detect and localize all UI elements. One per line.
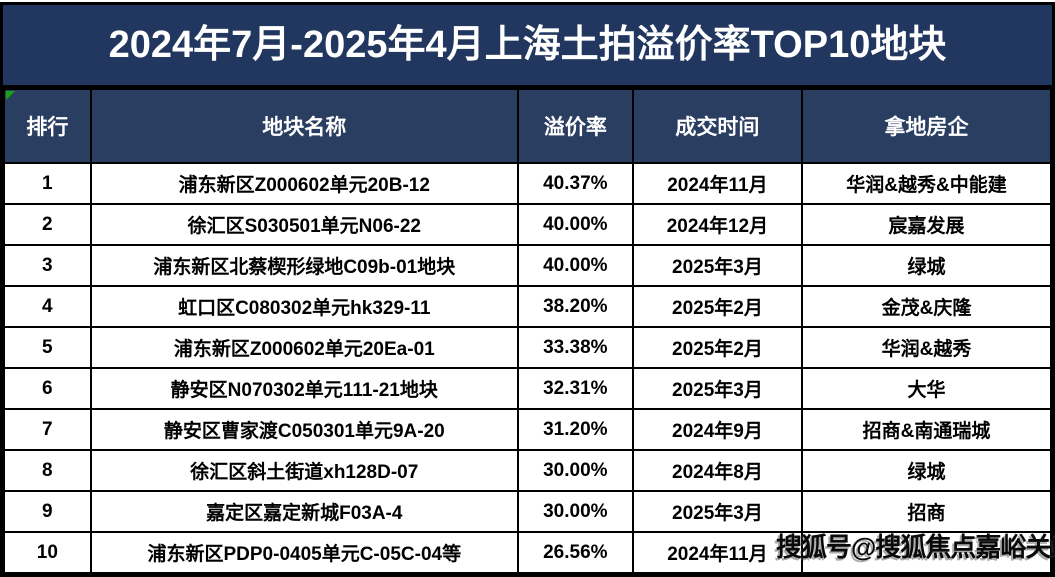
rank-cell: 8 xyxy=(3,449,92,492)
deal-date-cell: 2024年9月 xyxy=(631,408,804,451)
developer-cell: 大华 xyxy=(801,367,1052,410)
premium-rate-cell: 26.56% xyxy=(516,531,634,574)
sohu-watermark: 搜狐号@搜狐焦点嘉峪关站 xyxy=(776,532,1055,562)
developer-cell: 金茂&庆隆 xyxy=(801,285,1052,328)
table-row: 6 静安区N070302单元111-21地块 32.31% 2025年3月 大华 xyxy=(3,367,1052,410)
deal-date-cell: 2025年2月 xyxy=(631,326,804,369)
table-row: 7 静安区曹家渡C050301单元9A-20 31.20% 2024年9月 招商… xyxy=(3,408,1052,451)
developer-cell: 华润&越秀 xyxy=(801,326,1052,369)
premium-rate-cell: 33.38% xyxy=(516,326,634,369)
premium-rate-cell: 30.00% xyxy=(516,449,634,492)
premium-rate-cell: 40.00% xyxy=(516,244,634,287)
deal-date-cell: 2025年3月 xyxy=(631,244,804,287)
plot-name-cell: 静安区曹家渡C050301单元9A-20 xyxy=(89,408,519,451)
plot-name-cell: 浦东新区Z000602单元20Ea-01 xyxy=(89,326,519,369)
plot-name-cell: 嘉定区嘉定新城F03A-4 xyxy=(89,490,519,533)
col-header-plot-name: 地块名称 xyxy=(89,88,519,164)
developer-cell: 招商&南通瑞城 xyxy=(801,408,1052,451)
col-header-developer: 拿地房企 xyxy=(801,88,1052,164)
table-row: 4 虹口区C080302单元hk329-11 38.20% 2025年2月 金茂… xyxy=(3,285,1052,328)
rank-cell: 10 xyxy=(3,531,92,574)
excel-error-indicator-icon xyxy=(6,91,15,100)
deal-date-cell: 2024年8月 xyxy=(631,449,804,492)
premium-rate-table: 排行 地块名称 溢价率 成交时间 拿地房企 1 浦东新区Z000602单元20B… xyxy=(3,88,1052,574)
table-row: 5 浦东新区Z000602单元20Ea-01 33.38% 2025年2月 华润… xyxy=(3,326,1052,369)
col-header-rank-label: 排行 xyxy=(26,116,69,139)
deal-date-cell: 2024年12月 xyxy=(631,203,804,246)
premium-rate-cell: 30.00% xyxy=(516,490,634,533)
developer-cell: 华润&越秀&中能建 xyxy=(801,162,1052,205)
developer-cell: 招商 xyxy=(801,490,1052,533)
premium-rate-cell: 32.31% xyxy=(516,367,634,410)
table-row: 1 浦东新区Z000602单元20B-12 40.37% 2024年11月 华润… xyxy=(3,162,1052,205)
col-header-premium-rate: 溢价率 xyxy=(516,88,634,164)
rank-cell: 5 xyxy=(3,326,92,369)
col-header-deal-date: 成交时间 xyxy=(631,88,804,164)
developer-cell: 绿城 xyxy=(801,244,1052,287)
premium-rate-cell: 38.20% xyxy=(516,285,634,328)
plot-name-cell: 静安区N070302单元111-21地块 xyxy=(89,367,519,410)
rank-cell: 6 xyxy=(3,367,92,410)
rank-cell: 3 xyxy=(3,244,92,287)
deal-date-cell: 2025年2月 xyxy=(631,285,804,328)
deal-date-cell: 2024年11月 xyxy=(631,162,804,205)
premium-rate-cell: 40.00% xyxy=(516,203,634,246)
plot-name-cell: 浦东新区北蔡楔形绿地C09b-01地块 xyxy=(89,244,519,287)
table-row: 9 嘉定区嘉定新城F03A-4 30.00% 2025年3月 招商 xyxy=(3,490,1052,533)
rank-cell: 4 xyxy=(3,285,92,328)
rank-cell: 7 xyxy=(3,408,92,451)
deal-date-cell: 2025年3月 xyxy=(631,367,804,410)
col-header-rank: 排行 xyxy=(3,88,92,164)
table-row: 2 徐汇区S030501单元N06-22 40.00% 2024年12月 宸嘉发… xyxy=(3,203,1052,246)
plot-name-cell: 浦东新区Z000602单元20B-12 xyxy=(89,162,519,205)
rank-cell: 2 xyxy=(3,203,92,246)
table-header-row: 排行 地块名称 溢价率 成交时间 拿地房企 xyxy=(3,88,1052,164)
plot-name-cell: 虹口区C080302单元hk329-11 xyxy=(89,285,519,328)
table-row: 8 徐汇区斜土街道xh128D-07 30.00% 2024年8月 绿城 xyxy=(3,449,1052,492)
rank-cell: 9 xyxy=(3,490,92,533)
plot-name-cell: 徐汇区S030501单元N06-22 xyxy=(89,203,519,246)
premium-rate-cell: 31.20% xyxy=(516,408,634,451)
premium-rate-cell: 40.37% xyxy=(516,162,634,205)
developer-cell: 绿城 xyxy=(801,449,1052,492)
plot-name-cell: 徐汇区斜土街道xh128D-07 xyxy=(89,449,519,492)
plot-name-cell: 浦东新区PDP0-0405单元C-05C-04等 xyxy=(89,531,519,574)
table-row: 3 浦东新区北蔡楔形绿地C09b-01地块 40.00% 2025年3月 绿城 xyxy=(3,244,1052,287)
deal-date-cell: 2025年3月 xyxy=(631,490,804,533)
page-title: 2024年7月-2025年4月上海土拍溢价率TOP10地块 xyxy=(3,5,1052,88)
developer-cell: 宸嘉发展 xyxy=(801,203,1052,246)
rank-cell: 1 xyxy=(3,162,92,205)
